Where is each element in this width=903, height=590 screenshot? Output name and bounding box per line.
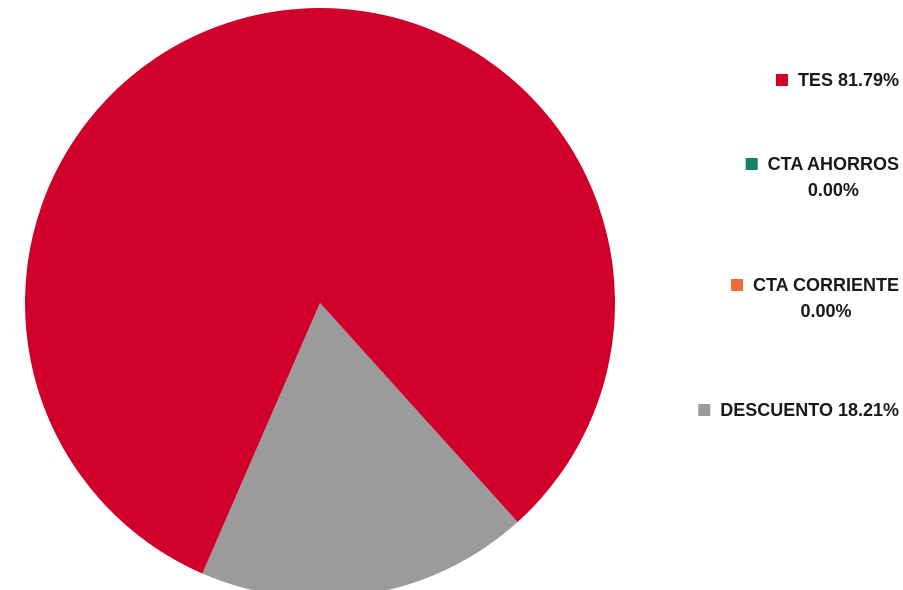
legend-value: 0.00% [808, 180, 859, 200]
legend-item-cta-corriente: CTA CORRIENTE 0.00% [731, 275, 899, 321]
legend-marker [731, 279, 743, 291]
legend-label: TES 81.79% [798, 70, 899, 90]
pie-slices [25, 7, 616, 590]
pie-slice-descuento [202, 303, 518, 590]
legend-item-descuento: DESCUENTO 18.21% [698, 400, 899, 420]
legend: TES 81.79% CTA AHORROS 0.00% CTA CORRIENTE 0… [698, 70, 899, 420]
legend-value: 0.00% [800, 301, 851, 321]
legend-marker [745, 158, 758, 170]
legend-marker [698, 404, 711, 416]
legend-label: DESCUENTO 18.21% [720, 400, 899, 420]
legend-label: CTA AHORROS [768, 154, 899, 174]
legend-label: CTA CORRIENTE [753, 275, 899, 295]
legend-item-tes: TES 81.79% [775, 70, 899, 90]
pie-slice-tes [25, 7, 616, 574]
legend-marker [775, 74, 788, 86]
legend-item-cta-ahorros: CTA AHORROS 0.00% [745, 154, 899, 200]
